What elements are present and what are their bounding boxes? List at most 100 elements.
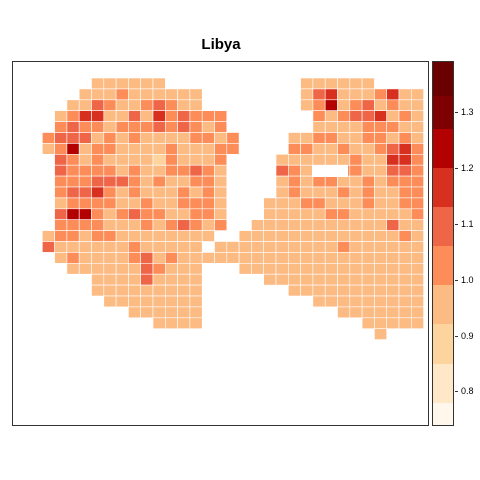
heatmap-cell — [214, 241, 228, 253]
heatmap-cell — [54, 175, 68, 188]
heatmap-cell — [300, 241, 314, 253]
heatmap-cell — [128, 121, 141, 133]
heatmap-cell — [386, 241, 400, 253]
legend-tick-mark — [455, 279, 458, 281]
heatmap-cell — [177, 273, 191, 286]
heatmap-cell — [165, 154, 178, 166]
heatmap-cell — [410, 241, 424, 253]
heatmap-cell — [337, 295, 351, 308]
heatmap-cell — [263, 252, 277, 264]
heatmap-cell — [152, 306, 166, 319]
heatmap-cell — [300, 284, 314, 297]
heatmap-cell — [91, 99, 105, 112]
heatmap-cell — [312, 110, 326, 122]
heatmap-cell — [214, 110, 228, 122]
heatmap-cell — [251, 230, 264, 242]
heatmap-cell — [275, 252, 289, 264]
heatmap-cell — [189, 295, 203, 308]
heatmap-cell — [78, 197, 92, 210]
heatmap-cell — [66, 252, 80, 264]
heatmap-cell — [66, 164, 80, 177]
heatmap-cell — [374, 284, 387, 297]
heatmap-cell — [152, 132, 166, 144]
heatmap-cell — [165, 175, 178, 188]
heatmap-cell — [152, 241, 166, 253]
legend-color-band — [433, 285, 453, 325]
heatmap-cell — [54, 121, 68, 133]
heatmap-cell — [386, 295, 400, 308]
heatmap-cell — [91, 273, 105, 286]
heatmap-cell — [54, 143, 68, 155]
heatmap-cell — [115, 241, 129, 253]
heatmap-cell — [128, 219, 141, 231]
heatmap-cell — [140, 132, 154, 144]
heatmap-cell — [152, 186, 166, 199]
heatmap-cell — [140, 77, 154, 90]
heatmap-cell — [91, 121, 105, 133]
heatmap-cell — [361, 284, 375, 297]
heatmap-cell — [263, 241, 277, 253]
heatmap-cell — [201, 110, 215, 122]
heatmap-cell — [189, 197, 203, 210]
legend-color-band — [433, 129, 453, 169]
heatmap-cell — [140, 143, 154, 155]
heatmap-cell — [177, 99, 191, 112]
heatmap-cell — [349, 219, 363, 231]
heatmap-cell — [398, 132, 412, 144]
heatmap-cell — [177, 88, 191, 101]
heatmap-cell — [152, 208, 166, 221]
heatmap-cell — [189, 284, 203, 297]
heatmap-cell — [275, 241, 289, 253]
heatmap-cell — [201, 219, 215, 231]
heatmap-cell — [275, 208, 289, 221]
heatmap-cell — [189, 154, 203, 166]
heatmap-cell — [324, 262, 338, 275]
heatmap-cell — [312, 273, 326, 286]
heatmap-cell — [275, 197, 289, 210]
chart-title: Libya — [201, 36, 241, 53]
heatmap-cell — [78, 186, 92, 199]
legend-tick-mark — [455, 112, 458, 114]
heatmap-cell — [152, 295, 166, 308]
heatmap-cell — [386, 306, 400, 319]
heatmap-cell — [398, 154, 412, 166]
heatmap-cell — [337, 262, 351, 275]
heatmap-cell — [115, 88, 129, 101]
heatmap-cell — [312, 77, 326, 90]
heatmap-cell — [386, 230, 400, 242]
heatmap-cell — [361, 273, 375, 286]
heatmap-cell — [78, 230, 92, 242]
heatmap-cell — [115, 230, 129, 242]
heatmap-cell — [165, 208, 178, 221]
heatmap-cell — [324, 186, 338, 199]
heatmap-cell — [410, 284, 424, 297]
heatmap-cell — [66, 175, 80, 188]
heatmap-cell — [78, 132, 92, 144]
heatmap-cell — [152, 77, 166, 90]
heatmap-cell — [177, 262, 191, 275]
heatmap-cell — [312, 132, 326, 144]
heatmap-cell — [103, 197, 117, 210]
heatmap-cell — [374, 110, 387, 122]
heatmap-cell — [103, 143, 117, 155]
legend-tick-label: 1.0 — [461, 274, 474, 285]
heatmap-cell — [78, 262, 92, 275]
legend-color-band — [433, 207, 453, 247]
heatmap-cell — [287, 230, 301, 242]
heatmap-cell — [300, 197, 314, 210]
heatmap-cell — [398, 99, 412, 112]
heatmap-cell — [91, 284, 105, 297]
heatmap-cell — [374, 175, 387, 188]
color-legend — [432, 61, 454, 426]
heatmap-cell — [374, 328, 387, 340]
heatmap-cell — [66, 230, 80, 242]
heatmap-cell — [115, 164, 129, 177]
heatmap-cell — [361, 252, 375, 264]
heatmap-cell — [300, 186, 314, 199]
heatmap-cell — [361, 77, 375, 90]
heatmap-cell — [300, 252, 314, 264]
heatmap-cell — [386, 154, 400, 166]
heatmap-cell — [349, 284, 363, 297]
heatmap-cell — [115, 252, 129, 264]
heatmap-cell — [361, 164, 375, 177]
